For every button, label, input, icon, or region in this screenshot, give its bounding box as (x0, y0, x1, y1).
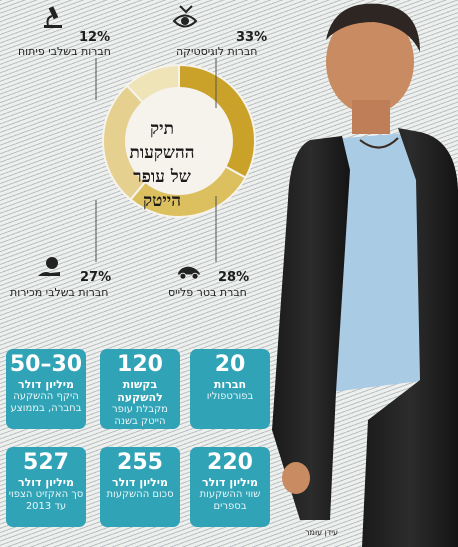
cap-sales: חברות בשלבי מכירות (10, 286, 109, 299)
stat-card-exit: 527 מיליון דולר סך האקזיט הצפוי עד 2013 (6, 447, 86, 527)
stat-card-avg-investment: 50–30 מיליון דולר היקף ההשקעה בחברה, בממ… (6, 349, 86, 429)
pct-sales: 27% (80, 270, 112, 285)
stat-card-requests: 120 בקשות להשקעה מקבלת עופר הייטק בשנה (100, 349, 180, 429)
car-icon (177, 266, 201, 280)
cap-development: חברות בשלבי פיתוח (18, 45, 111, 58)
cap-logistics: חברות לוגיסטיקה (176, 45, 258, 58)
microscope-icon (44, 6, 62, 28)
chart-title: תיק ההשקעות של עופר הייטק (129, 119, 195, 211)
leader-lines (95, 58, 217, 262)
money-hand-icon (38, 257, 60, 276)
eye-icon (172, 5, 198, 28)
person-photo (272, 3, 458, 547)
stat-card-book-value: 220 מיליון דולר שווי ההשקעות בספרים (190, 447, 270, 527)
donut-chart (102, 63, 256, 218)
pct-logistics: 33% (236, 30, 268, 45)
stat-card-portfolio: 20 חברות בפורטפוליו (190, 349, 270, 429)
pct-betterplace: 28% (218, 270, 250, 285)
stat-card-total-investment: 255 מיליון דולר סכום ההשקעות (100, 447, 180, 527)
photo-credit: עידן עומר (305, 528, 339, 537)
pct-development: 12% (79, 30, 111, 45)
cap-betterplace: חברת בטר פלייס (168, 286, 247, 299)
